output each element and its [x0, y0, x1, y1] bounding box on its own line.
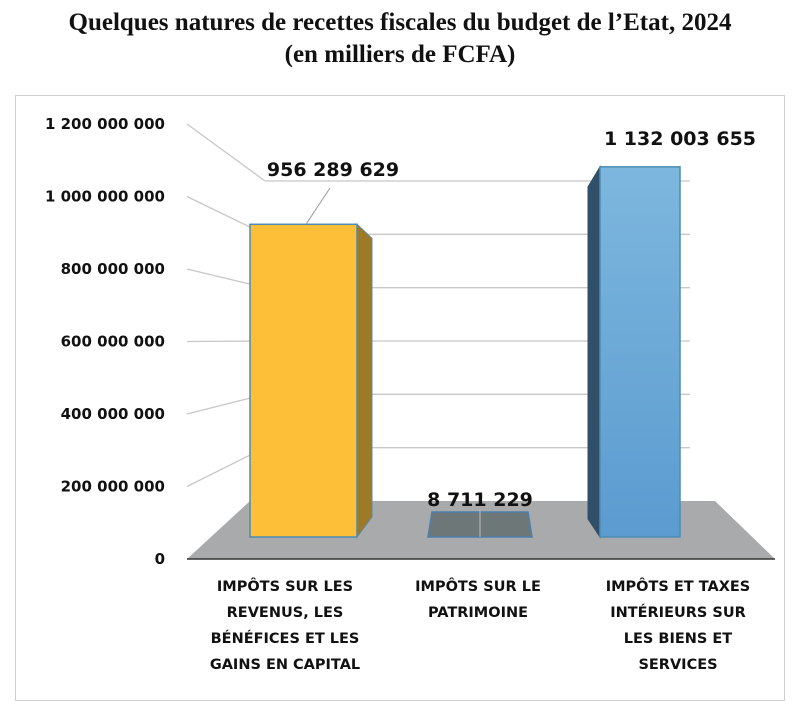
y-tick-label: 0	[155, 550, 165, 568]
y-tick-label: 1 000 000 000	[45, 188, 165, 206]
y-tick-label: 200 000 000	[61, 478, 165, 496]
x-category-line: IMPÔTS SUR LE	[415, 579, 541, 595]
x-category-line: PATRIMOINE	[427, 605, 529, 621]
bar-impots-revenus	[249, 223, 358, 538]
x-category-line: IMPÔTS ET TAXES	[605, 579, 751, 595]
gridline-side	[186, 123, 266, 182]
bar-side	[587, 165, 601, 539]
y-tick-label: 400 000 000	[61, 405, 165, 423]
x-category-line: REVENUS, LES	[226, 605, 344, 621]
data-label: 8 711 229	[427, 489, 533, 511]
x-category-line: BÉNÉFICES ET LES	[210, 631, 360, 647]
label-leader	[305, 187, 331, 225]
bar-side	[356, 223, 373, 539]
x-category-line: LES BIENS ET	[623, 631, 733, 647]
x-category-label: IMPÔTS ET TAXES INTÉRIEURS SUR LES BIENS E…	[578, 574, 778, 678]
chart-title: Quelques natures de recettes fiscales du…	[68, 9, 732, 36]
x-category-label: IMPÔTS SUR LES REVENUS, LES BÉNÉFICES ET L…	[185, 574, 385, 678]
chart-subtitle: (en milliers de FCFA)	[284, 41, 516, 68]
data-label: 956 289 629	[267, 159, 399, 181]
y-tick-label: 800 000 000	[61, 260, 165, 278]
chart-frame	[15, 95, 785, 701]
x-category-line: SERVICES	[638, 657, 718, 673]
y-tick-label: 1 200 000 000	[45, 115, 165, 133]
y-tick-label: 600 000 000	[61, 333, 165, 351]
x-category-label: IMPÔTS SUR LE PATRIMOINE	[378, 574, 578, 626]
x-category-line: INTÉRIEURS SUR	[610, 605, 746, 621]
x-category-line: IMPÔTS SUR LES	[216, 579, 354, 595]
bar-impots-taxes-interieurs	[599, 166, 681, 538]
data-label: 1 132 003 655	[604, 128, 756, 150]
x-category-line: GAINS EN CAPITAL	[209, 657, 361, 673]
